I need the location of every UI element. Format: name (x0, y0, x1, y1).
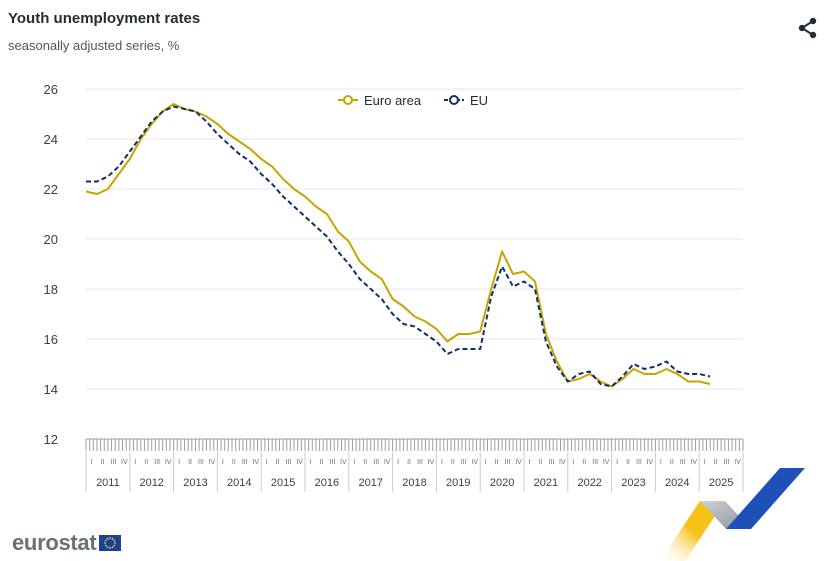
x-quarter-label: IV (471, 459, 478, 466)
x-year-label: 2018 (402, 477, 426, 489)
x-quarter-label: III (724, 459, 730, 466)
x-quarter-label: II (363, 459, 367, 466)
x-quarter-label: II (232, 459, 236, 466)
x-year-label: 2016 (315, 477, 339, 489)
y-tick-label: 20 (44, 232, 58, 247)
x-quarter-label: IV (515, 459, 522, 466)
x-quarter-label: I (90, 459, 92, 466)
x-year-label: 2022 (577, 477, 601, 489)
x-quarter-label: IV (559, 459, 566, 466)
x-quarter-label: I (660, 459, 662, 466)
x-quarter-label: IV (603, 459, 610, 466)
legend-label: Euro area (364, 93, 422, 108)
x-quarter-label: III (680, 459, 686, 466)
x-quarter-label: II (714, 459, 718, 466)
x-quarter-label: I (178, 459, 180, 466)
x-quarter-label: I (353, 459, 355, 466)
y-tick-label: 18 (44, 282, 58, 297)
x-quarter-label: II (670, 459, 674, 466)
x-year-label: 2012 (139, 477, 163, 489)
y-tick-label: 22 (44, 182, 58, 197)
legend-marker (343, 95, 353, 105)
x-quarter-label: I (222, 459, 224, 466)
x-quarter-label: I (397, 459, 399, 466)
x-year-label: 2011 (96, 477, 120, 489)
chart-title: Youth unemployment rates (8, 10, 201, 27)
x-quarter-label: III (154, 459, 160, 466)
x-quarter-label: II (538, 459, 542, 466)
chart-subtitle: seasonally adjusted series, % (8, 38, 180, 53)
x-quarter-label: I (616, 459, 618, 466)
x-year-label: 2025 (709, 477, 733, 489)
x-quarter-label: I (309, 459, 311, 466)
y-tick-label: 16 (44, 332, 58, 347)
x-quarter-label: II (582, 459, 586, 466)
x-year-label: 2024 (665, 477, 689, 489)
x-quarter-label: IV (428, 459, 435, 466)
x-quarter-label: IV (252, 459, 259, 466)
x-year-label: 2020 (490, 477, 514, 489)
logo-text: eurostat (12, 530, 97, 555)
eu-flag-icon (99, 535, 122, 551)
x-quarter-label: II (451, 459, 455, 466)
eurostat-logo: eurostat (12, 530, 122, 556)
x-year-label: 2014 (227, 477, 251, 489)
x-quarter-label: II (495, 459, 499, 466)
x-quarter-label: II (144, 459, 148, 466)
x-year-label: 2017 (358, 477, 382, 489)
x-quarter-label: III (417, 459, 423, 466)
x-quarter-label: II (407, 459, 411, 466)
share-icon[interactable] (796, 16, 820, 40)
x-quarter-label: III (373, 459, 379, 466)
x-quarter-label: IV (734, 459, 741, 466)
x-quarter-label: III (242, 459, 248, 466)
x-quarter-label: IV (121, 459, 128, 466)
y-tick-label: 24 (44, 132, 58, 147)
x-quarter-label: IV (384, 459, 391, 466)
x-quarter-label: III (461, 459, 467, 466)
x-quarter-label: III (198, 459, 204, 466)
x-quarter-label: I (528, 459, 530, 466)
x-quarter-label: II (276, 459, 280, 466)
series-line-eu (86, 105, 711, 388)
x-year-label: 2019 (446, 477, 470, 489)
x-year-label: 2013 (183, 477, 207, 489)
x-quarter-label: III (636, 459, 642, 466)
x-quarter-label: III (548, 459, 554, 466)
x-quarter-label: I (266, 459, 268, 466)
x-year-label: 2023 (621, 477, 645, 489)
y-tick-label: 14 (44, 382, 58, 397)
x-quarter-label: II (188, 459, 192, 466)
x-quarter-label: III (505, 459, 511, 466)
x-quarter-label: I (572, 459, 574, 466)
legend-label: EU (470, 93, 488, 108)
x-year-label: 2015 (271, 477, 295, 489)
legend-marker (449, 95, 459, 105)
x-quarter-label: IV (296, 459, 303, 466)
x-quarter-label: IV (647, 459, 654, 466)
x-quarter-label: IV (165, 459, 172, 466)
x-quarter-label: I (704, 459, 706, 466)
x-quarter-label: I (485, 459, 487, 466)
x-quarter-label: III (329, 459, 335, 466)
x-quarter-label: IV (340, 459, 347, 466)
x-quarter-label: II (319, 459, 323, 466)
x-quarter-label: III (592, 459, 598, 466)
y-tick-label: 26 (44, 82, 58, 97)
y-tick-label: 12 (44, 432, 58, 447)
x-quarter-label: I (134, 459, 136, 466)
x-quarter-label: III (110, 459, 116, 466)
x-year-label: 2021 (534, 477, 558, 489)
series-line-euro-area (85, 103, 711, 388)
x-quarter-label: II (100, 459, 104, 466)
x-quarter-label: IV (690, 459, 697, 466)
decorative-chevron (660, 468, 805, 561)
x-quarter-label: II (626, 459, 630, 466)
x-quarter-label: I (441, 459, 443, 466)
x-quarter-label: IV (209, 459, 216, 466)
x-quarter-label: III (286, 459, 292, 466)
